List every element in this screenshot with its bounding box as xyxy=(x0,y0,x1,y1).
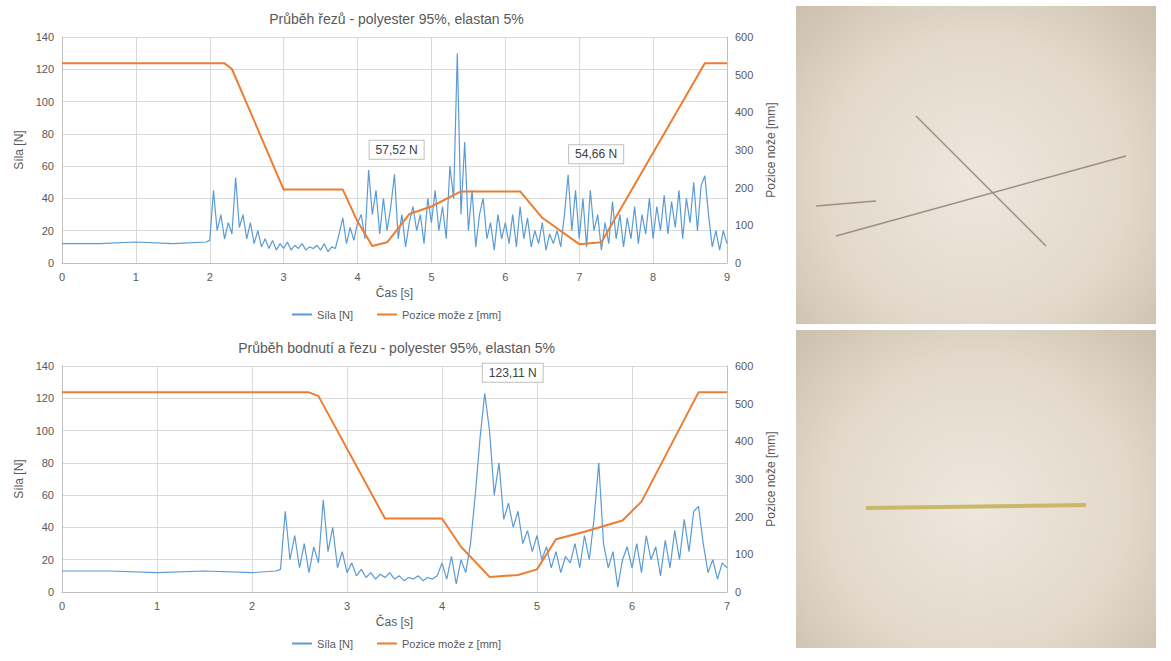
svg-text:80: 80 xyxy=(42,128,54,140)
svg-text:6: 6 xyxy=(502,271,508,283)
svg-text:54,66 N: 54,66 N xyxy=(575,147,617,161)
svg-text:5: 5 xyxy=(428,271,434,283)
svg-text:Síla [N]: Síla [N] xyxy=(12,459,26,498)
svg-text:9: 9 xyxy=(724,271,730,283)
svg-text:Průběh řezů - polyester 95%, e: Průběh řezů - polyester 95%, elastan 5% xyxy=(269,11,523,27)
svg-text:57,52 N: 57,52 N xyxy=(376,143,418,157)
svg-text:60: 60 xyxy=(42,489,54,501)
svg-text:Pozice može z [mm]: Pozice može z [mm] xyxy=(402,309,501,321)
svg-text:400: 400 xyxy=(735,106,753,118)
svg-text:40: 40 xyxy=(42,192,54,204)
svg-text:2: 2 xyxy=(207,271,213,283)
svg-text:Čas [s]: Čas [s] xyxy=(376,614,413,629)
svg-text:60: 60 xyxy=(42,160,54,172)
svg-text:140: 140 xyxy=(36,31,54,43)
svg-text:Pozice nože [mm]: Pozice nože [mm] xyxy=(764,431,778,526)
svg-text:0: 0 xyxy=(59,600,65,612)
svg-text:8: 8 xyxy=(650,271,656,283)
svg-text:300: 300 xyxy=(735,473,753,485)
svg-text:20: 20 xyxy=(42,225,54,237)
svg-text:0: 0 xyxy=(735,586,741,598)
svg-text:300: 300 xyxy=(735,144,753,156)
svg-text:7: 7 xyxy=(724,600,730,612)
svg-text:4: 4 xyxy=(354,271,360,283)
svg-text:Pozice može z [mm]: Pozice može z [mm] xyxy=(402,638,501,650)
svg-text:3: 3 xyxy=(281,271,287,283)
svg-text:100: 100 xyxy=(36,96,54,108)
svg-text:200: 200 xyxy=(735,182,753,194)
svg-text:7: 7 xyxy=(576,271,582,283)
svg-text:20: 20 xyxy=(42,554,54,566)
svg-text:6: 6 xyxy=(629,600,635,612)
svg-text:0: 0 xyxy=(48,586,54,598)
svg-text:100: 100 xyxy=(36,425,54,437)
svg-text:0: 0 xyxy=(59,271,65,283)
svg-text:Čas [s]: Čas [s] xyxy=(376,285,413,300)
svg-text:500: 500 xyxy=(735,398,753,410)
svg-text:140: 140 xyxy=(36,360,54,372)
svg-text:Síla [N]: Síla [N] xyxy=(12,130,26,169)
svg-text:3: 3 xyxy=(344,600,350,612)
svg-text:600: 600 xyxy=(735,31,753,43)
svg-text:120: 120 xyxy=(36,392,54,404)
svg-text:Průběh bodnutí a řezu - polyes: Průběh bodnutí a řezu - polyester 95%, e… xyxy=(238,340,555,356)
svg-text:123,11 N: 123,11 N xyxy=(489,366,537,380)
svg-text:Síla [N]: Síla [N] xyxy=(317,309,353,321)
svg-text:0: 0 xyxy=(735,257,741,269)
svg-text:200: 200 xyxy=(735,511,753,523)
svg-text:1: 1 xyxy=(133,271,139,283)
svg-text:5: 5 xyxy=(534,600,540,612)
svg-text:1: 1 xyxy=(154,600,160,612)
svg-text:2: 2 xyxy=(249,600,255,612)
svg-text:100: 100 xyxy=(735,219,753,231)
svg-text:4: 4 xyxy=(439,600,445,612)
svg-text:120: 120 xyxy=(36,63,54,75)
svg-text:400: 400 xyxy=(735,435,753,447)
svg-text:100: 100 xyxy=(735,548,753,560)
svg-text:Síla [N]: Síla [N] xyxy=(317,638,353,650)
svg-text:80: 80 xyxy=(42,457,54,469)
svg-text:600: 600 xyxy=(735,360,753,372)
svg-text:40: 40 xyxy=(42,521,54,533)
svg-text:500: 500 xyxy=(735,69,753,81)
svg-text:Pozice nože [mm]: Pozice nože [mm] xyxy=(764,102,778,197)
svg-text:0: 0 xyxy=(48,257,54,269)
